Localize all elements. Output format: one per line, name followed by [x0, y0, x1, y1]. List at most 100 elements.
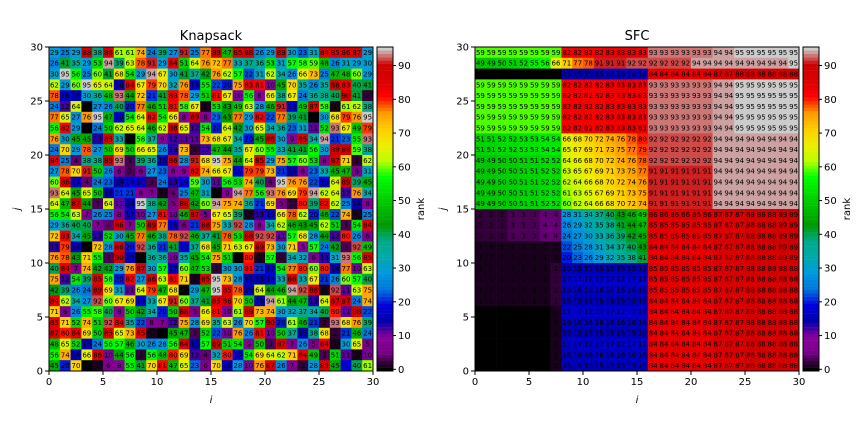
heatmap-cell-label: 16	[584, 319, 593, 327]
heatmap-cell-label: 84	[670, 330, 679, 338]
heatmap-cell-label: 80	[298, 200, 307, 208]
heatmap-cell-label: 79	[147, 287, 156, 295]
heatmap-cell	[49, 47, 61, 59]
heatmap-cell-label: 34	[147, 308, 156, 316]
heatmap-cell-label: 29	[266, 49, 275, 57]
heatmap-cell-label: 20	[126, 243, 135, 251]
heatmap-cell-label: 86	[649, 211, 658, 219]
heatmap-cell-label: 95	[735, 92, 744, 100]
heatmap-cell-label: 27	[50, 168, 59, 176]
heatmap-cell	[81, 47, 93, 59]
heatmap-cell-label: 62	[61, 297, 70, 305]
colorbar-segment	[377, 310, 393, 314]
heatmap-cell-label: 50	[126, 308, 135, 316]
heatmap-cell-label: 49	[487, 157, 496, 165]
heatmap-cell-label: 50	[508, 189, 517, 197]
heatmap-cell-label: 22	[136, 319, 145, 327]
heatmap-cell	[92, 68, 104, 80]
heatmap-cell-label: 87	[724, 222, 733, 230]
heatmap-cell-label: 85	[660, 287, 669, 295]
heatmap-cell-label: 56	[309, 146, 318, 154]
heatmap-cell-label: 30	[363, 60, 372, 68]
heatmap-cell-label: 1	[554, 243, 558, 251]
heatmap-cell-label: 50	[498, 189, 507, 197]
x-tick-label: 30	[793, 377, 806, 388]
heatmap-cell-label: 95	[746, 81, 755, 89]
heatmap-cell-label: 3	[268, 341, 272, 349]
heatmap-cell-label: 12	[169, 135, 178, 143]
heatmap-cell-label: 94	[778, 189, 787, 197]
heatmap-cell-label: 51	[93, 319, 102, 327]
heatmap-cell-label: 88	[789, 362, 798, 370]
heatmap-cell-label: 1	[521, 254, 525, 262]
heatmap-cell	[59, 57, 71, 69]
heatmap-cell-label: 50	[93, 189, 102, 197]
heatmap-cell-label: 39	[61, 287, 70, 295]
heatmap-cell-label: 92	[692, 157, 701, 165]
heatmap-cell-label: 93	[692, 125, 701, 133]
heatmap-cell-label: 88	[746, 276, 755, 284]
heatmap-cell-label: 78	[638, 157, 647, 165]
heatmap-cell-label: 19	[288, 103, 297, 111]
heatmap-cell-label: 78	[584, 60, 593, 68]
heatmap-cell-label: 93	[703, 125, 712, 133]
heatmap-cell-label: 38	[277, 92, 286, 100]
heatmap-cell-label: 90	[115, 254, 124, 262]
heatmap-cell-label: 29	[190, 92, 199, 100]
heatmap-cell-label: 92	[660, 157, 669, 165]
heatmap-cell-label: 87	[735, 351, 744, 359]
heatmap-cell-label: 51	[180, 60, 189, 68]
heatmap-cell-label: 65	[126, 125, 135, 133]
heatmap-cell-label: 64	[584, 200, 593, 208]
heatmap-cell-label: 94	[309, 189, 318, 197]
heatmap-cell-label: 16	[61, 92, 70, 100]
heatmap-cell-label: 87	[724, 265, 733, 273]
heatmap-cell-label: 17	[562, 341, 571, 349]
heatmap-cell-label: 21	[115, 189, 124, 197]
heatmap-cell-label: 72	[616, 179, 625, 187]
heatmap-cell-label: 85	[703, 233, 712, 241]
heatmap-cell	[167, 68, 179, 80]
heatmap-cell-label: 46	[147, 103, 156, 111]
heatmap-cell-label: 88	[746, 254, 755, 262]
heatmap-cell-label: 11	[342, 287, 351, 295]
heatmap-cell-label: 84	[72, 330, 81, 338]
heatmap-cell-label: 88	[768, 308, 777, 316]
heatmap-cell-label: 17	[562, 308, 571, 316]
colorbar-segment	[803, 87, 819, 92]
heatmap-cell-label: 57	[255, 319, 264, 327]
heatmap-cell-label: 84	[649, 362, 658, 370]
heatmap-cell-label: 93	[681, 92, 690, 100]
heatmap-cell-label: 94	[735, 200, 744, 208]
heatmap-cell-label: 0	[543, 362, 547, 370]
heatmap-cell-label: 10	[266, 81, 275, 89]
heatmap-cell-label: 21	[342, 330, 351, 338]
heatmap-cell-label: 81	[158, 211, 167, 219]
heatmap-cell-label: 42	[234, 125, 243, 133]
heatmap-cell-label: 31	[342, 60, 351, 68]
heatmap-cell-label: 25	[190, 49, 199, 57]
y-tick-label: 20	[456, 151, 469, 162]
heatmap-cell-label: 93	[50, 189, 59, 197]
heatmap-cell-label: 91	[681, 168, 690, 176]
heatmap-cell-label: 21	[277, 168, 286, 176]
heatmap-cell-label: 74	[244, 179, 253, 187]
heatmap-cell-label: 38	[627, 254, 636, 262]
heatmap-cell-label: 89	[342, 179, 351, 187]
heatmap-cell-label: 0	[543, 341, 547, 349]
y-tick-label: 15	[30, 205, 43, 216]
heatmap-cell-label: 6	[106, 362, 111, 370]
heatmap-cell-label: 49	[487, 189, 496, 197]
heatmap-cell-label: 91	[660, 189, 669, 197]
heatmap-cell	[275, 68, 287, 80]
heatmap-cell-label: 8	[301, 168, 305, 176]
heatmap-cell	[113, 68, 125, 80]
heatmap-cell-label: 95	[277, 179, 286, 187]
heatmap-cell-label: 74	[616, 157, 625, 165]
heatmap-cell-label: 87	[735, 319, 744, 327]
heatmap-cell-label: 77	[638, 168, 647, 176]
heatmap-cell	[189, 79, 201, 91]
heatmap-cell-label: 48	[104, 92, 113, 100]
heatmap-cell-label: 83	[606, 114, 615, 122]
heatmap-cell-label: 51	[331, 222, 340, 230]
